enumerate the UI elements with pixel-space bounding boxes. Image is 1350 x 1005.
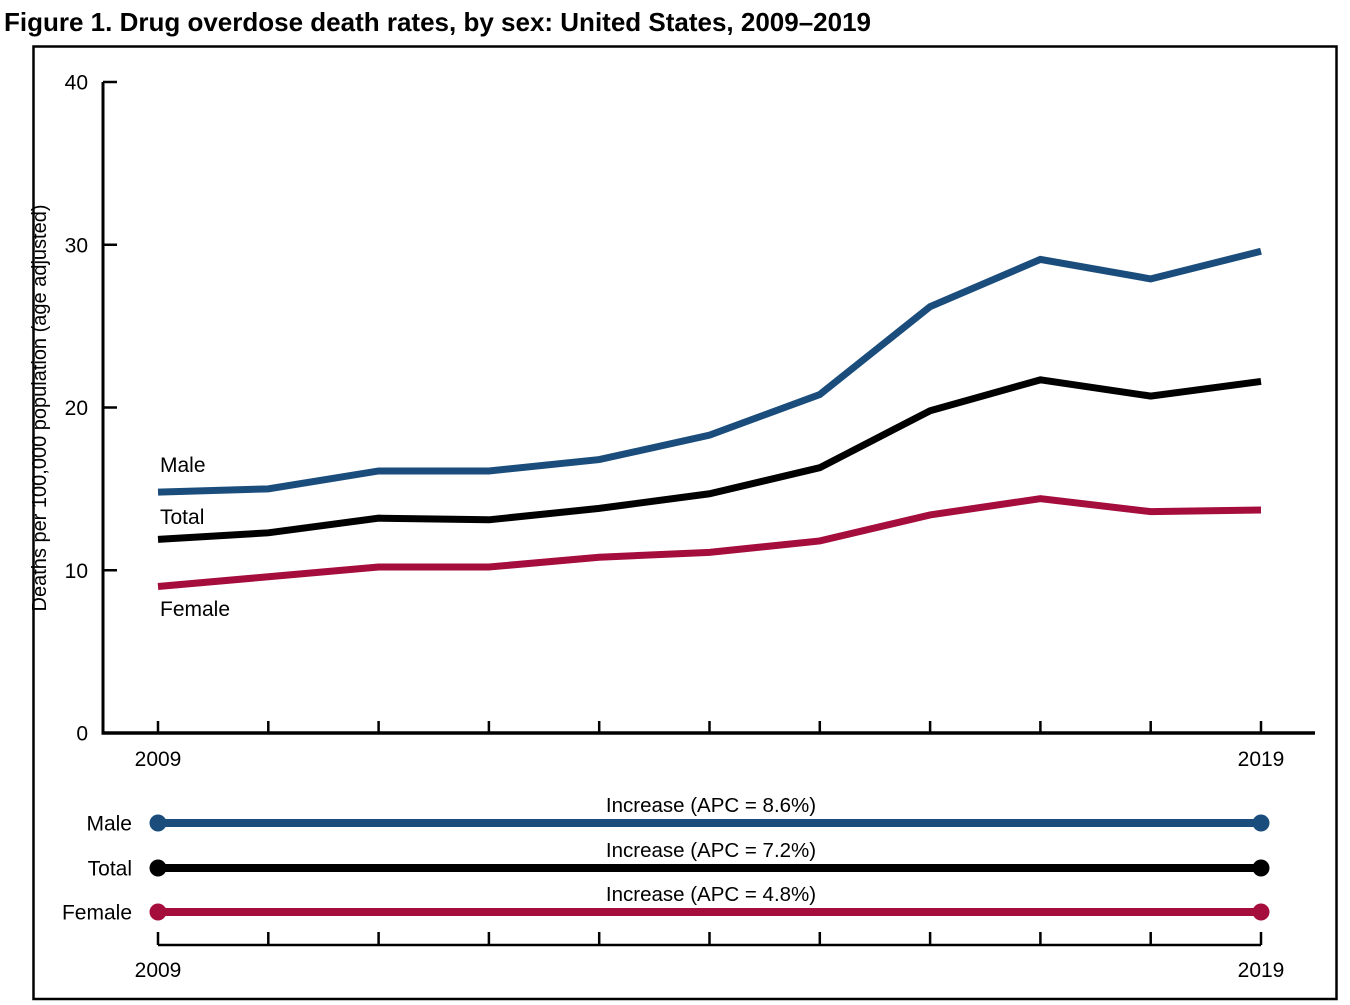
female-apc-annotation: Increase (APC = 4.8%) [606, 883, 816, 906]
series-lines [157, 247, 1262, 591]
male-trend-endpoint-end [1252, 814, 1270, 832]
female-trend-endpoint-end [1252, 903, 1270, 921]
trend-panel: Male Increase (APC = 8.6%) Total Increase (… [62, 794, 1284, 982]
total-trend-endpoint-start [149, 859, 167, 877]
y-axis-title: Deaths per 100,000 population (age adjus… [29, 205, 51, 612]
female-series-label: Female [160, 598, 230, 621]
female-trend-label: Female [62, 902, 132, 925]
y-tick-label: 10 [65, 560, 88, 583]
y-tick-label: 30 [65, 234, 88, 257]
total-trend-endpoint-end [1252, 859, 1270, 877]
figure-frame [32, 45, 1338, 1001]
y-axis-ticks: 0 10 20 30 40 [65, 72, 117, 746]
total-apc-annotation: Increase (APC = 7.2%) [606, 839, 816, 862]
total-trend-label: Total [88, 858, 132, 881]
total-series-label: Total [160, 506, 204, 529]
y-tick-label: 40 [65, 72, 88, 95]
x-axis-end-label: 2019 [1238, 748, 1285, 771]
male-trend-label: Male [86, 813, 132, 836]
trend-axis-ticks [156, 932, 1263, 945]
y-tick-label: 20 [65, 397, 88, 420]
x-axis-ticks [156, 721, 1263, 733]
female-trend-endpoint-start [149, 903, 167, 921]
male-trend-endpoint-start [149, 814, 167, 832]
x-axis-start-label: 2009 [135, 748, 182, 771]
y-tick-label: 0 [76, 723, 88, 746]
female-series-line [157, 495, 1262, 591]
main-chart: 0 10 20 30 40 Deaths per 100,000 population … [29, 72, 1315, 771]
trend-rows: Male Increase (APC = 8.6%) Total Increase (… [62, 794, 1270, 925]
total-series-line [157, 376, 1262, 543]
male-series-label: Male [160, 454, 206, 477]
trend-axis-end-label: 2019 [1238, 959, 1285, 982]
figure-title: Figure 1. Drug overdose death rates, by … [4, 7, 871, 37]
trend-axis-start-label: 2009 [135, 959, 182, 982]
male-series-line [157, 247, 1262, 496]
male-apc-annotation: Increase (APC = 8.6%) [606, 794, 816, 817]
